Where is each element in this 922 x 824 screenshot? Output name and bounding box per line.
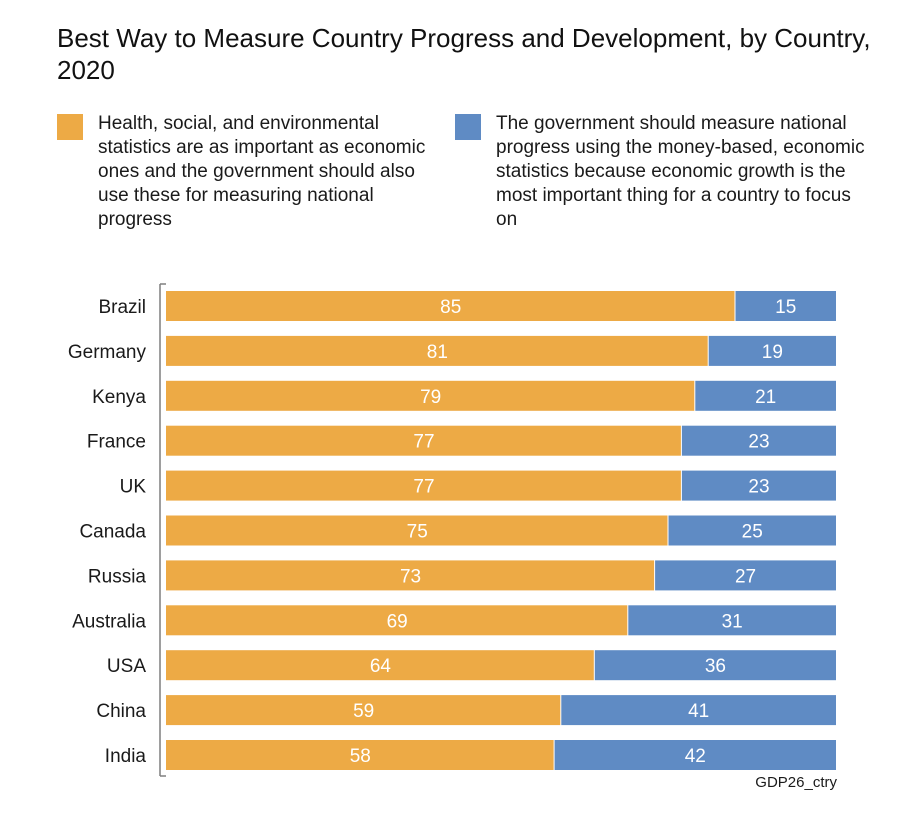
bar-economic-kenya [695,380,836,411]
data-label-health-russia: 73 [400,566,421,587]
data-label-economic-china: 41 [688,701,709,722]
category-label-india: India [105,746,147,767]
data-label-economic-india: 42 [685,746,706,767]
bar-economic-brazil [735,291,836,321]
data-label-economic-canada: 25 [742,522,763,543]
category-label-brazil: Brazil [98,297,146,318]
bar-economic-germany [708,335,836,366]
data-label-economic-brazil: 15 [775,297,796,318]
bar-health-china [166,695,561,726]
data-label-economic-uk: 23 [748,477,769,498]
data-label-economic-russia: 27 [735,566,756,587]
category-label-canada: Canada [79,522,146,543]
category-label-kenya: Kenya [92,387,146,408]
legend-swatch-economic [455,114,481,140]
data-label-economic-france: 23 [748,432,769,453]
bar-health-russia [166,560,655,591]
data-label-health-australia: 69 [387,611,408,632]
data-label-health-france: 77 [413,432,434,453]
source-label: GDP26_ctry [755,774,837,791]
bar-economic-france [681,425,836,456]
data-label-health-china: 59 [353,701,374,722]
category-label-germany: Germany [68,342,147,363]
bar-economic-russia [655,560,836,591]
category-label-china: China [96,701,146,722]
bar-health-australia [166,605,628,636]
category-label-uk: UK [120,477,147,498]
legend-label-health: Health, social, and environmental statis… [98,113,426,230]
bar-health-france [166,425,681,456]
data-label-economic-usa: 36 [705,656,726,677]
data-label-economic-germany: 19 [762,342,783,363]
legend-label-economic: The government should measure national p… [496,113,865,230]
data-label-economic-kenya: 21 [755,387,776,408]
data-label-economic-australia: 31 [722,611,743,632]
bar-economic-australia [628,605,836,636]
bar-economic-canada [668,515,836,546]
data-label-health-india: 58 [350,746,371,767]
bar-economic-china [561,695,836,726]
chart-title: Best Way to Measure Country Progress and… [57,23,871,85]
legend-swatch-health [57,114,83,140]
bar-economic-uk [681,470,836,501]
bar-economic-india [554,740,836,770]
data-label-health-brazil: 85 [440,297,461,318]
category-label-australia: Australia [72,611,146,632]
data-label-health-uk: 77 [413,477,434,498]
bar-health-india [166,740,554,770]
category-label-russia: Russia [88,566,147,587]
data-label-health-usa: 64 [370,656,392,677]
data-label-health-germany: 81 [427,342,448,363]
bar-economic-usa [594,650,836,681]
bar-health-brazil [166,291,735,321]
bar-health-kenya [166,380,695,411]
bar-health-canada [166,515,668,546]
data-label-health-canada: 75 [407,522,428,543]
category-label-france: France [87,432,146,453]
bar-health-usa [166,650,594,681]
data-label-health-kenya: 79 [420,387,441,408]
category-label-usa: USA [107,656,146,677]
bar-health-germany [166,335,708,366]
bar-health-uk [166,470,681,501]
